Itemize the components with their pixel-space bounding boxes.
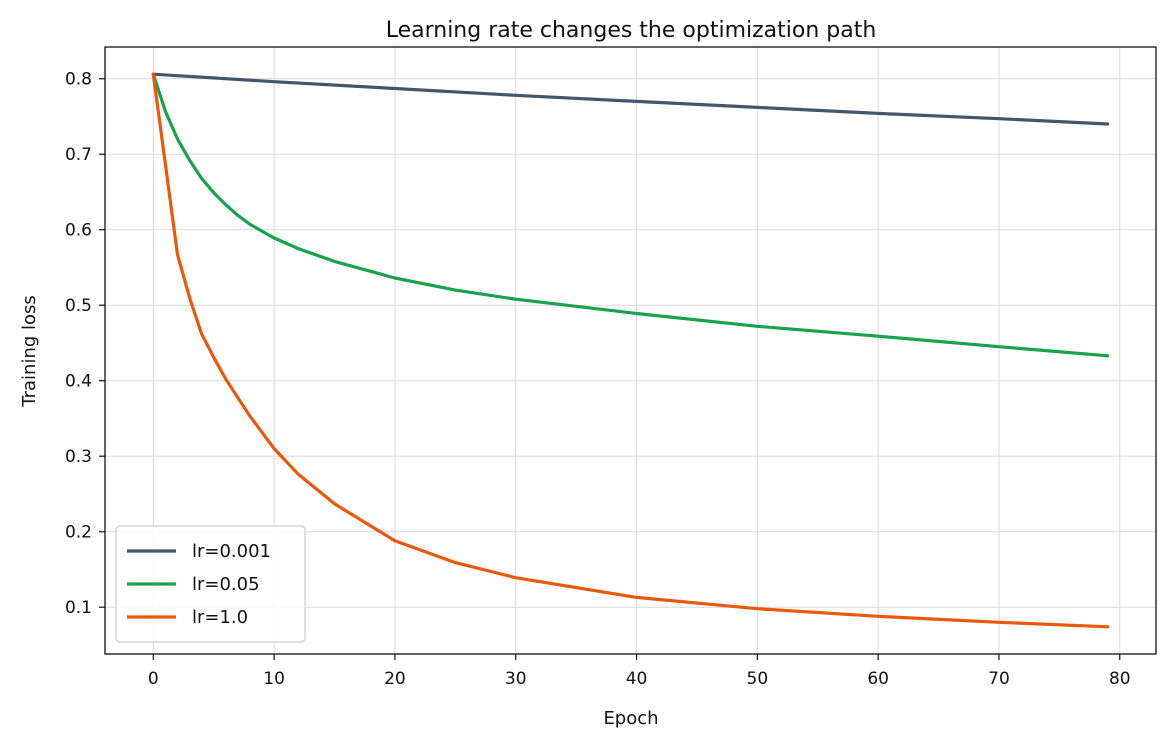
x-tick-label: 80 [1109,669,1131,689]
plot-frame [104,46,1157,655]
y-tick-label: 0.3 [65,447,92,467]
x-tick-label: 60 [867,669,889,689]
x-tick-label: 70 [988,669,1010,689]
y-tick-label: 0.2 [65,523,92,543]
y-axis: 0.1 0.2 0.3 0.4 0.5 0.6 0.7 0.8 [65,70,105,618]
legend-label: lr=0.001 [192,541,271,562]
x-tick-label: 10 [263,669,285,689]
chart-title: Learning rate changes the optimization p… [386,18,877,43]
legend-box [115,525,306,643]
y-axis-label: Training loss [19,295,40,408]
x-tick-label: 30 [505,669,527,689]
y-tick-label: 0.5 [65,296,92,316]
x-axis: 0 10 20 30 40 50 60 70 80 [148,654,1131,689]
y-tick-label: 0.6 [65,221,92,241]
x-tick-label: 40 [626,669,648,689]
series-line-lr=0.05 [151,72,1110,358]
y-tick-label: 0.7 [65,145,92,165]
legend: lr=0.001 lr=0.05 lr=1.0 [115,525,306,643]
series-line-lr=0.001 [151,72,1110,126]
x-tick-label: 20 [384,669,406,689]
legend-label: lr=0.05 [192,574,260,595]
x-tick-label: 50 [747,669,769,689]
series-layer [151,72,1110,629]
x-tick-label: 0 [148,669,159,689]
x-axis-label: Epoch [603,708,658,729]
y-tick-label: 0.4 [65,372,92,392]
series-line-lr=1.0 [151,72,1110,629]
y-tick-label: 0.8 [65,70,92,90]
y-tick-label: 0.1 [65,598,92,618]
legend-label: lr=1.0 [192,607,248,628]
